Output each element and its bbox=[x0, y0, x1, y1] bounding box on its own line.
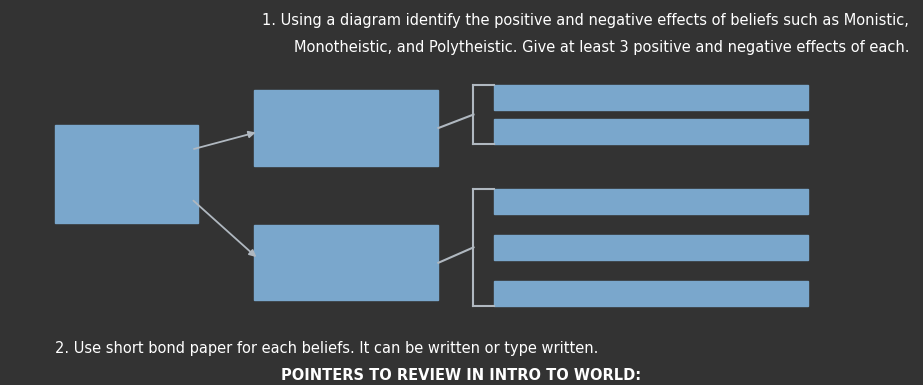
Text: 2. Use short bond paper for each beliefs. It can be written or type written.: 2. Use short bond paper for each beliefs… bbox=[55, 341, 599, 356]
Bar bbox=[494, 189, 808, 214]
Text: Monotheistic, and Polytheistic. Give at least 3 positive and negative effects of: Monotheistic, and Polytheistic. Give at … bbox=[294, 40, 909, 55]
Bar bbox=[254, 90, 438, 166]
Bar bbox=[254, 225, 438, 300]
Text: POINTERS TO REVIEW IN INTRO TO WORLD:: POINTERS TO REVIEW IN INTRO TO WORLD: bbox=[282, 368, 641, 383]
Bar bbox=[55, 125, 198, 223]
Text: 1. Using a diagram identify the positive and negative effects of beliefs such as: 1. Using a diagram identify the positive… bbox=[262, 13, 909, 28]
Bar bbox=[494, 235, 808, 260]
Bar bbox=[494, 119, 808, 144]
Bar bbox=[494, 85, 808, 110]
Bar bbox=[494, 281, 808, 306]
